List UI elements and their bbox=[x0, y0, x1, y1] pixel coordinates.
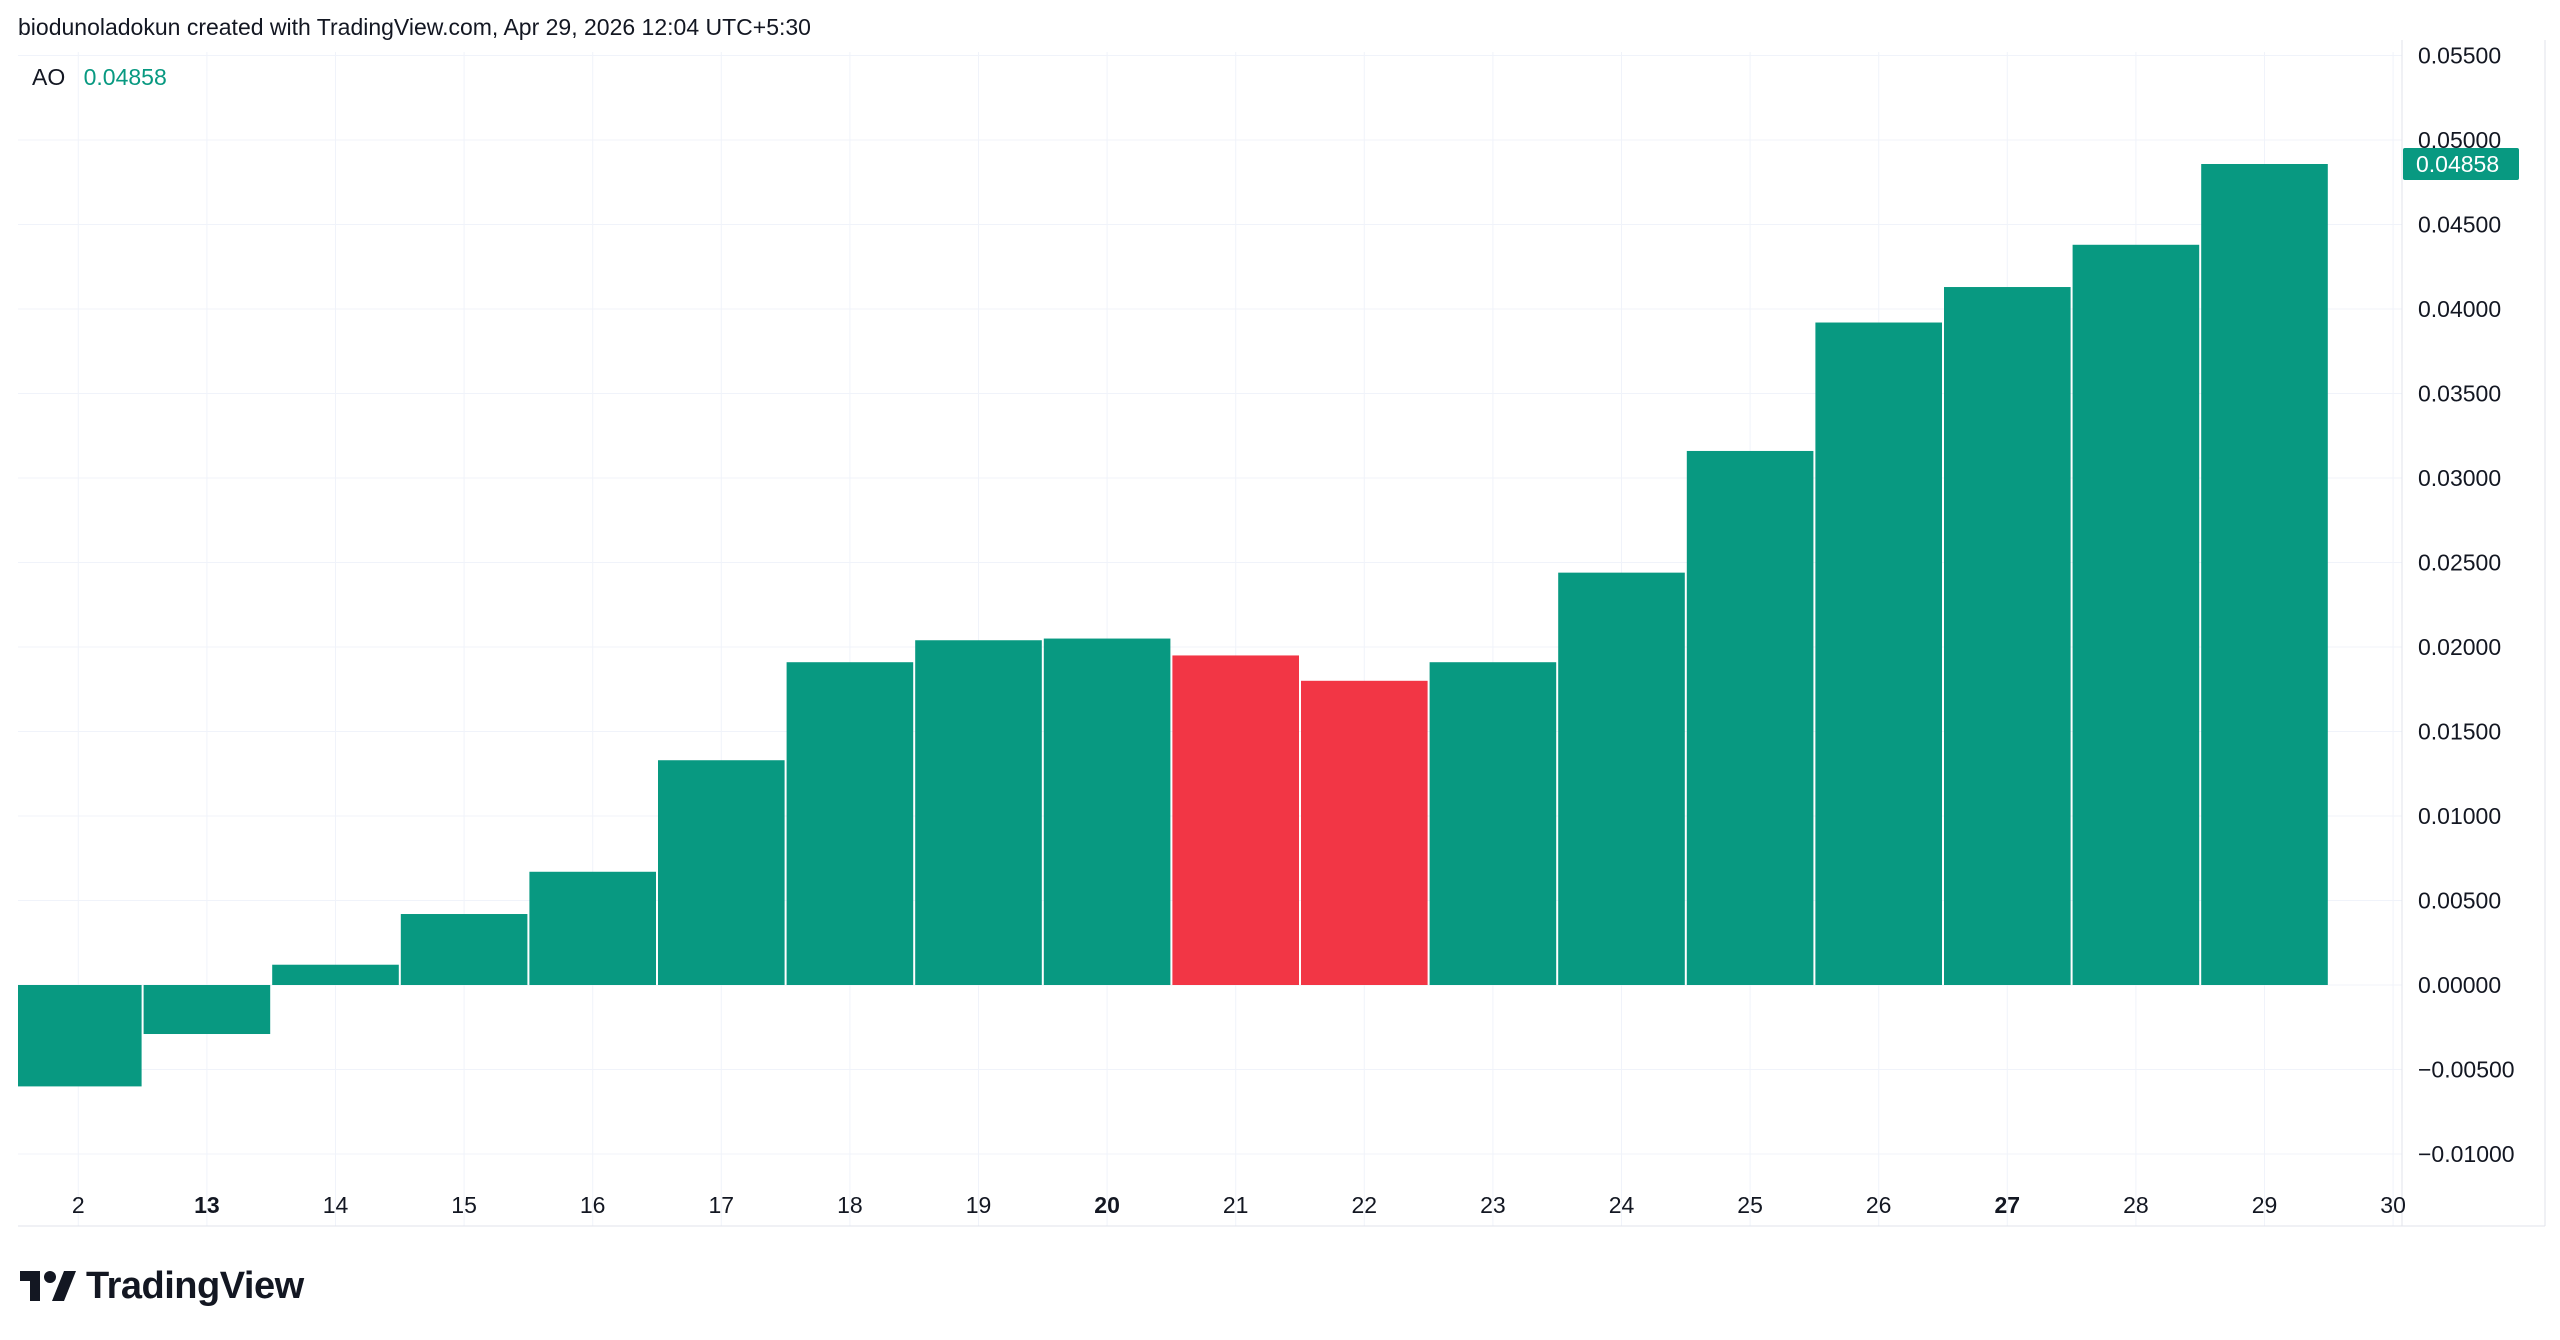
y-tick-label: −0.01000 bbox=[2418, 1141, 2515, 1167]
x-tick-label: 20 bbox=[1094, 1192, 1120, 1218]
y-tick-label: 0.00500 bbox=[2418, 888, 2501, 914]
histogram-bar bbox=[15, 985, 142, 1087]
histogram-bar bbox=[658, 760, 785, 985]
histogram-bar bbox=[915, 640, 1042, 985]
x-tick-label: 14 bbox=[323, 1192, 349, 1218]
histogram-bar bbox=[1558, 572, 1685, 985]
x-tick-label: 16 bbox=[580, 1192, 606, 1218]
x-tick-label: 28 bbox=[2123, 1192, 2149, 1218]
y-tick-label: 0.01500 bbox=[2418, 719, 2501, 745]
left-clip-mask bbox=[0, 52, 18, 1226]
price-tag-label: 0.04858 bbox=[2416, 151, 2499, 177]
y-tick-label: 0.02000 bbox=[2418, 634, 2501, 660]
histogram-bar bbox=[529, 871, 656, 985]
x-tick-label: 15 bbox=[451, 1192, 477, 1218]
y-tick-label: 0.02500 bbox=[2418, 550, 2501, 576]
x-tick-label: 30 bbox=[2380, 1192, 2406, 1218]
y-tick-label: −0.00500 bbox=[2418, 1057, 2515, 1083]
tradingview-logo-icon bbox=[20, 1271, 76, 1301]
histogram-bar bbox=[786, 662, 914, 985]
x-tick-label: 26 bbox=[1866, 1192, 1892, 1218]
histogram-bar bbox=[1301, 680, 1428, 985]
histogram-bar bbox=[1172, 655, 1299, 985]
y-tick-label: 0.04000 bbox=[2418, 296, 2501, 322]
x-tick-label: 13 bbox=[194, 1192, 220, 1218]
y-axis-labels: 0.055000.050000.045000.040000.035000.030… bbox=[2418, 43, 2515, 1168]
indicator-value: 0.04858 bbox=[83, 64, 167, 90]
x-axis-labels: 2 13 14 15 16 17 18 19 20 21 22 23 24 25 26 27 28 29 30 bbox=[72, 1192, 2406, 1218]
indicator-name: AO bbox=[32, 64, 66, 90]
x-tick-label: 19 bbox=[966, 1192, 992, 1218]
histogram-bar bbox=[1815, 322, 1942, 985]
histogram-bar bbox=[1686, 450, 1814, 986]
last-value-tag: 0.04858 bbox=[2403, 147, 2519, 180]
x-tick-label: 23 bbox=[1480, 1192, 1506, 1218]
x-tick-label: 18 bbox=[837, 1192, 863, 1218]
tradingview-logo[interactable]: TradingView bbox=[20, 1264, 304, 1308]
histogram-bar bbox=[143, 985, 271, 1035]
x-tick-label: 21 bbox=[1223, 1192, 1249, 1218]
x-tick-label: 17 bbox=[709, 1192, 735, 1218]
y-tick-label: 0.00000 bbox=[2418, 972, 2501, 998]
histogram-bar bbox=[400, 914, 528, 985]
x-tick-label: 29 bbox=[2252, 1192, 2278, 1218]
histogram-bar bbox=[2072, 244, 2200, 985]
price-tag-background bbox=[2403, 147, 2519, 180]
y-tick-label: 0.03500 bbox=[2418, 381, 2501, 407]
y-tick-label: 0.04500 bbox=[2418, 212, 2501, 238]
x-tick-label: 25 bbox=[1737, 1192, 1763, 1218]
histogram-bar bbox=[272, 964, 399, 985]
histogram-bar bbox=[2201, 163, 2328, 986]
indicator-legend[interactable]: AO 0.04858 bbox=[32, 64, 167, 91]
histogram-bars bbox=[15, 163, 2328, 1087]
x-tick-label: 2 bbox=[72, 1192, 85, 1218]
chart-caption: biodunoladokun created with TradingView.… bbox=[18, 14, 811, 40]
y-tick-label: 0.03000 bbox=[2418, 465, 2501, 491]
histogram-bar bbox=[1429, 662, 1557, 985]
y-tick-label: 0.01000 bbox=[2418, 803, 2501, 829]
x-tick-label: 22 bbox=[1352, 1192, 1378, 1218]
x-tick-label: 24 bbox=[1609, 1192, 1635, 1218]
tradingview-logo-text: TradingView bbox=[86, 1264, 304, 1307]
histogram-bar bbox=[1944, 287, 2071, 985]
histogram-bar bbox=[1043, 638, 1171, 985]
x-tick-label: 27 bbox=[1995, 1192, 2021, 1218]
y-tick-label: 0.05500 bbox=[2418, 43, 2501, 69]
axes bbox=[0, 40, 2546, 1227]
